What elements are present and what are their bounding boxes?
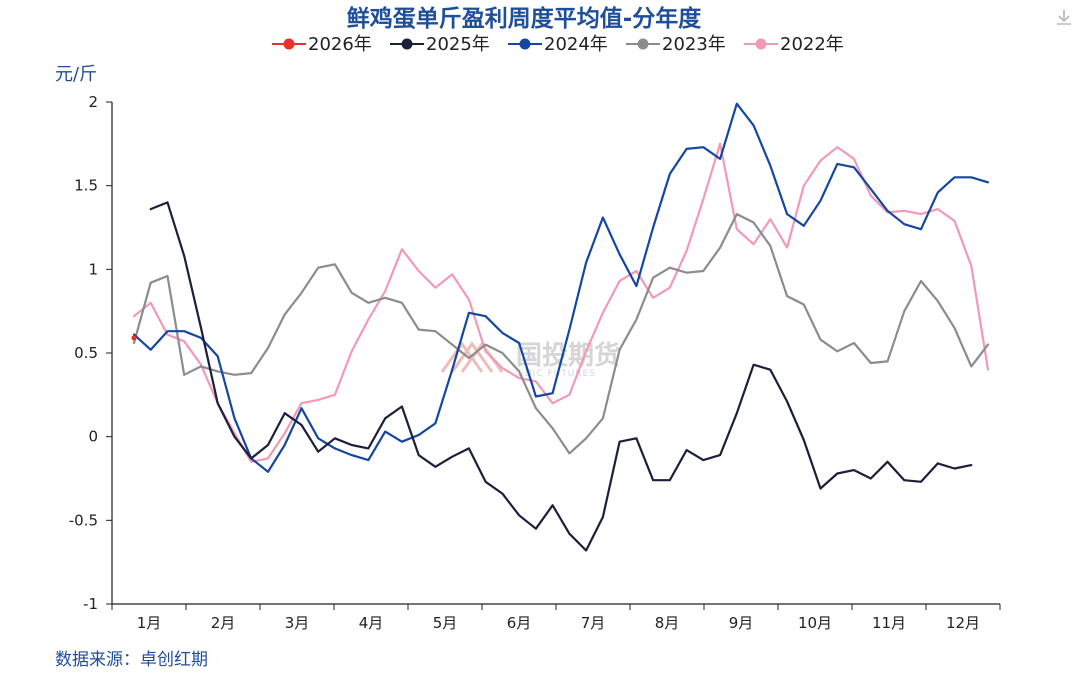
x-tick-label: 2月 <box>211 614 236 632</box>
y-tick-label: 2 <box>88 93 98 111</box>
x-tick-label: 4月 <box>359 614 384 632</box>
legend-marker <box>519 38 531 50</box>
legend-label: 2026年 <box>308 34 372 55</box>
download-icon[interactable] <box>1053 6 1075 28</box>
y-tick-label: 0.5 <box>74 344 98 362</box>
series-line-2024年 <box>132 102 990 473</box>
x-tick-label: 10月 <box>798 614 832 632</box>
series-line-2025年 <box>149 201 973 552</box>
watermark-subtext: SDIC FUTURES <box>518 369 596 379</box>
plot-lines <box>131 102 990 552</box>
y-tick-label: 1 <box>88 260 98 278</box>
legend-item: 2024年 <box>508 34 608 55</box>
legend-marker <box>283 38 295 50</box>
legend-marker <box>401 38 413 50</box>
watermark-mark <box>440 341 484 373</box>
watermark-text: 国投期货 <box>516 340 620 371</box>
series-line-2023年 <box>132 213 990 455</box>
y-tick-label: 1.5 <box>74 177 98 195</box>
legend-item: 2025年 <box>390 34 490 55</box>
legend-marker <box>755 38 767 50</box>
y-tick-label: -0.5 <box>69 511 98 529</box>
series-point-2026年 <box>131 335 137 341</box>
legend: 2026年 2025年 2024年 2023年 2022年 <box>272 34 844 55</box>
y-tick-label: -1 <box>83 595 98 613</box>
x-tick-label: 5月 <box>433 614 458 632</box>
x-tick-label: 8月 <box>655 614 680 632</box>
legend-item: 2026年 <box>272 34 372 55</box>
legend-item: 2022年 <box>744 34 844 55</box>
x-tick-label: 3月 <box>285 614 310 632</box>
legend-label: 2024年 <box>544 34 608 55</box>
x-tick-label: 9月 <box>729 614 754 632</box>
series-line-2022年 <box>132 142 990 463</box>
x-tick-label: 1月 <box>137 614 162 632</box>
y-tick-label: 0 <box>88 428 98 446</box>
x-tick-label: 6月 <box>507 614 532 632</box>
watermark-mark <box>460 341 504 373</box>
watermark-logo <box>440 341 504 373</box>
legend-item: 2023年 <box>626 34 726 55</box>
legend-label: 2023年 <box>662 34 726 55</box>
source-note: 数据来源：卓创红期 <box>55 650 208 670</box>
watermark-mark <box>450 341 494 373</box>
x-tick-label: 7月 <box>581 614 606 632</box>
x-tick-label: 11月 <box>872 614 906 632</box>
axes: 2 1.5 1 0.5 0 -0.5 -1 1月 2月 3月 4月 5月 6月 7月 8月 9月 10月 11月 1… <box>69 93 1001 632</box>
legend-marker <box>637 38 649 50</box>
x-tick-label: 12月 <box>946 614 980 632</box>
y-axis-unit: 元/斤 <box>55 64 97 85</box>
chart-title: 鲜鸡蛋单斤盈利周度平均值-分年度 <box>347 5 703 32</box>
legend-label: 2022年 <box>780 34 844 55</box>
legend-label: 2025年 <box>426 34 490 55</box>
